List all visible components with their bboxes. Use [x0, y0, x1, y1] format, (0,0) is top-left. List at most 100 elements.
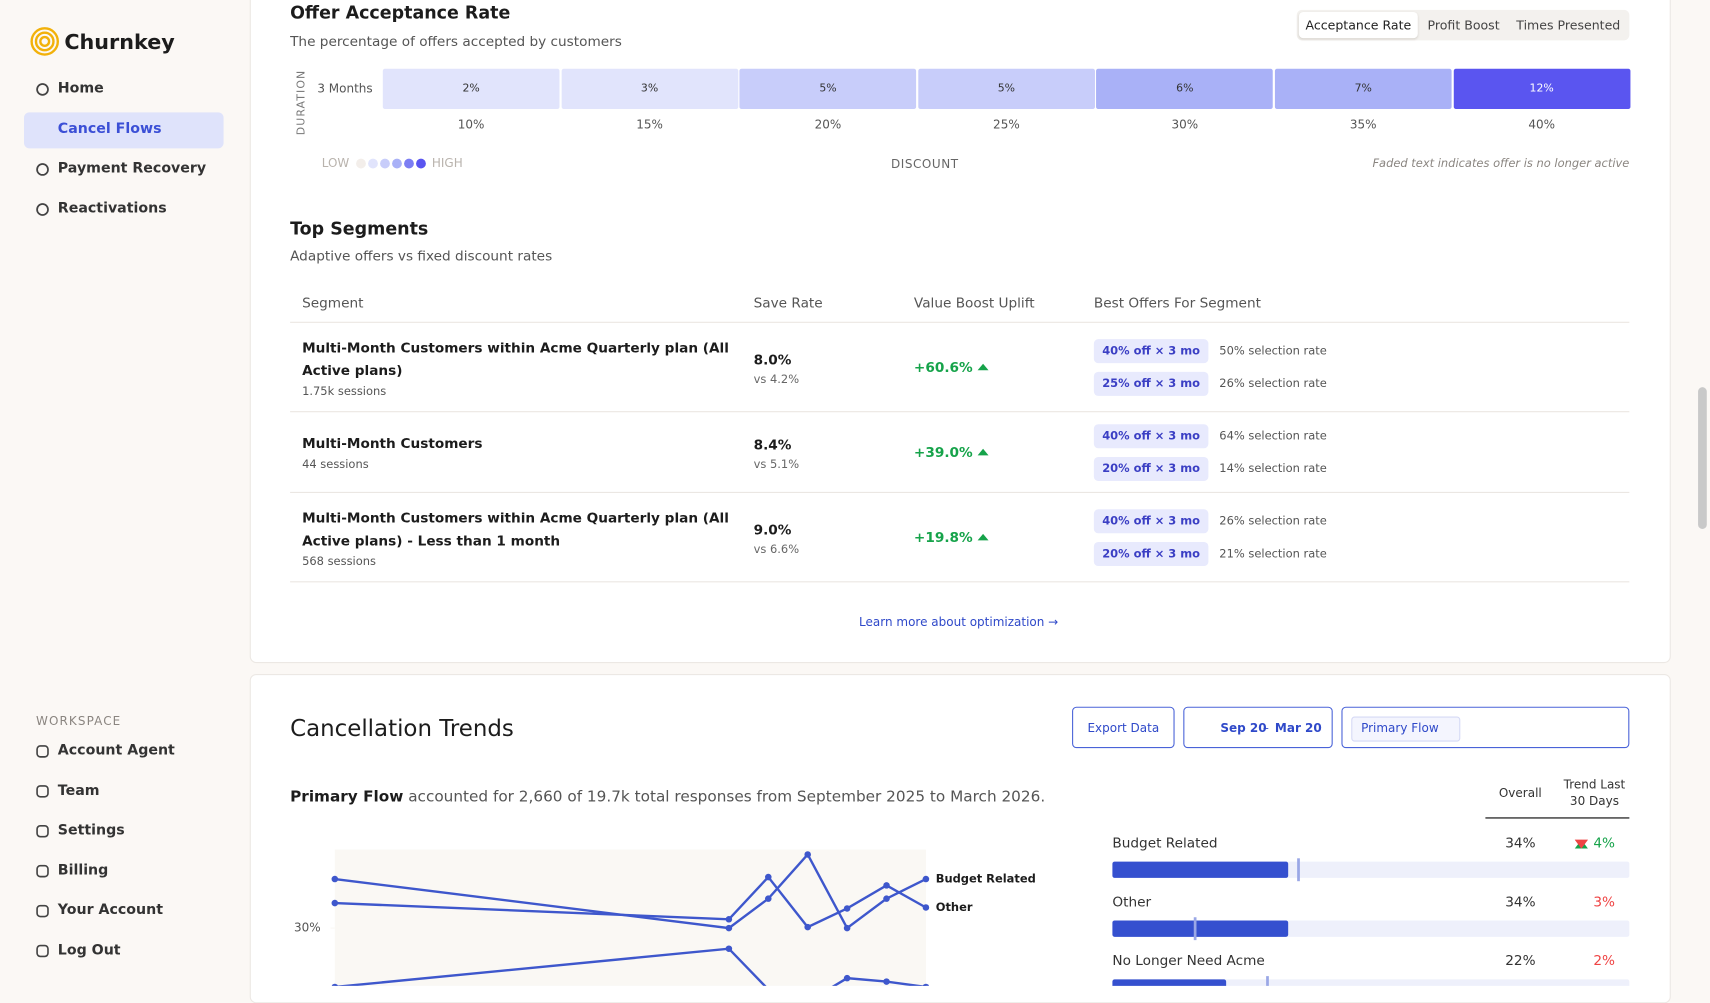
- selection-rate: 26% selection rate: [1219, 514, 1327, 528]
- heatmap-cell: 5%: [739, 68, 917, 110]
- heatmap-cell: 2%: [382, 68, 560, 110]
- date-picker[interactable]: [1183, 706, 1333, 749]
- cell-label: 3%: [640, 82, 659, 95]
- legend-high: HIGH: [431, 155, 463, 171]
- reason-trend: 2%: [1593, 952, 1616, 969]
- nav-icon: [36, 745, 49, 758]
- date-sep: –: [1262, 720, 1269, 736]
- filter-chip[interactable]: [1351, 716, 1461, 742]
- selection-rate: 50% selection rate: [1219, 344, 1327, 358]
- date-from: Sep 20: [1220, 720, 1267, 736]
- nav-item[interactable]: Log Out: [57, 942, 121, 959]
- tab[interactable]: Times Presented: [1516, 17, 1621, 33]
- table-header: Trend Last 30 Days: [1563, 777, 1626, 809]
- offer-chip: 20% off × 3 mo: [1093, 456, 1209, 481]
- nav-icon: [36, 83, 49, 96]
- date-to: Mar 20: [1274, 720, 1322, 736]
- section-title: Offer Acceptance Rate: [290, 2, 511, 23]
- nav-item[interactable]: Your Account: [57, 902, 164, 919]
- segment-sessions: 1.75k sessions: [302, 384, 387, 398]
- uplift: +39.0%: [913, 443, 973, 460]
- tab[interactable]: Acceptance Rate: [1298, 11, 1418, 39]
- column-label: 20%: [814, 117, 842, 132]
- heatmap-cell: 5%: [918, 68, 1095, 110]
- nav-item[interactable]: Reactivations: [57, 200, 167, 218]
- table-header: Overall: [1498, 786, 1542, 801]
- cell-label: 5%: [997, 82, 1016, 95]
- summary-text: accounted for 2,660 of 19.7k total respo…: [403, 788, 1046, 806]
- heatmap-cell: 3%: [561, 68, 738, 110]
- scrollbar[interactable]: [1698, 387, 1707, 529]
- segment-sessions: 44 sessions: [302, 458, 369, 472]
- nav-icon: [36, 944, 49, 958]
- nav-icon: [36, 163, 49, 176]
- offer-chip: 40% off × 3 mo: [1093, 424, 1209, 449]
- segment-sessions: 568 sessions: [302, 554, 376, 568]
- note: Faded text indicates offer is no longer …: [1372, 157, 1630, 171]
- cell-label: 6%: [1176, 82, 1194, 95]
- nav-icon: [36, 203, 49, 216]
- cell-label: 5%: [819, 82, 837, 95]
- section-title: Cancellation Trends: [290, 715, 514, 742]
- section-title: Top Segments: [290, 218, 429, 239]
- summary-bold: Primary Flow: [290, 788, 404, 806]
- brand: Churnkey: [64, 30, 175, 55]
- offer-card: [249, 0, 1671, 664]
- save-rate: 9.0%: [753, 520, 792, 538]
- nav-item[interactable]: Settings: [57, 822, 125, 839]
- selection-rate: 26% selection rate: [1219, 376, 1327, 390]
- legend-low: LOW: [321, 155, 350, 171]
- heatmap-cell: 12%: [1453, 68, 1631, 110]
- nav-item[interactable]: Billing: [57, 862, 109, 879]
- nav-item[interactable]: Payment Recovery: [57, 160, 207, 178]
- cell-label: 7%: [1354, 82, 1372, 95]
- nav-item[interactable]: Account Agent: [57, 742, 175, 760]
- nav-icon: [36, 904, 49, 918]
- save-rate-vs: vs 4.2%: [753, 372, 800, 386]
- reason-name: No Longer Need Acme: [1112, 952, 1265, 969]
- segment-name: Multi-Month Customers: [302, 435, 483, 452]
- nav-icon: [36, 785, 49, 798]
- cell-label: 2%: [462, 82, 480, 95]
- workspace-label: WORKSPACE: [35, 714, 122, 729]
- segment-name: Multi-Month Customers within Acme Quarte…: [302, 338, 729, 378]
- table-header: Save Rate: [753, 294, 823, 311]
- learn-more-link[interactable]: Learn more about optimization →: [859, 615, 1059, 630]
- reason-name: Other: [1112, 893, 1152, 910]
- reason-trend: 4%: [1593, 834, 1616, 851]
- offer-chip: 25% off × 3 mo: [1093, 371, 1209, 396]
- nav-item[interactable]: Team: [57, 782, 100, 799]
- logo-icon: [30, 27, 60, 56]
- reason-overall: 34%: [1505, 834, 1536, 851]
- nav-icon: [36, 824, 49, 838]
- filter-label: Primary Flow: [1361, 720, 1439, 736]
- export-label[interactable]: Export Data: [1087, 720, 1160, 736]
- offer-chip: 20% off × 3 mo: [1093, 541, 1209, 566]
- selection-rate: 21% selection rate: [1219, 546, 1327, 561]
- heatmap-cell: 6%: [1096, 68, 1274, 110]
- nav-item[interactable]: Cancel Flows: [57, 120, 162, 138]
- nav-item[interactable]: Home: [57, 80, 104, 98]
- section-subtitle: Adaptive offers vs fixed discount rates: [290, 247, 553, 264]
- column-label: 35%: [1349, 117, 1377, 132]
- save-rate: 8.4%: [753, 435, 792, 453]
- uplift: +60.6%: [913, 358, 973, 375]
- save-rate: 8.0%: [753, 350, 792, 367]
- selection-rate: 14% selection rate: [1219, 461, 1327, 475]
- row-label: 3 Months: [317, 81, 373, 96]
- reason-trend: 3%: [1593, 893, 1616, 910]
- heatmap-cell: 7%: [1274, 68, 1452, 110]
- offer-chip: 40% off × 3 mo: [1093, 509, 1209, 534]
- reason-overall: 34%: [1505, 893, 1536, 910]
- column-label: 40%: [1528, 117, 1555, 132]
- selection-rate: 64% selection rate: [1219, 429, 1327, 443]
- tab[interactable]: Profit Boost: [1427, 17, 1500, 33]
- column-label: 10%: [457, 117, 485, 132]
- export-button[interactable]: [1072, 706, 1175, 749]
- section-subtitle: The percentage of offers accepted by cus…: [290, 32, 622, 50]
- reason-overall: 22%: [1505, 952, 1536, 969]
- cell-label: 12%: [1529, 82, 1554, 95]
- table-header: Best Offers For Segment: [1093, 294, 1261, 311]
- x-label: DISCOUNT: [890, 157, 959, 172]
